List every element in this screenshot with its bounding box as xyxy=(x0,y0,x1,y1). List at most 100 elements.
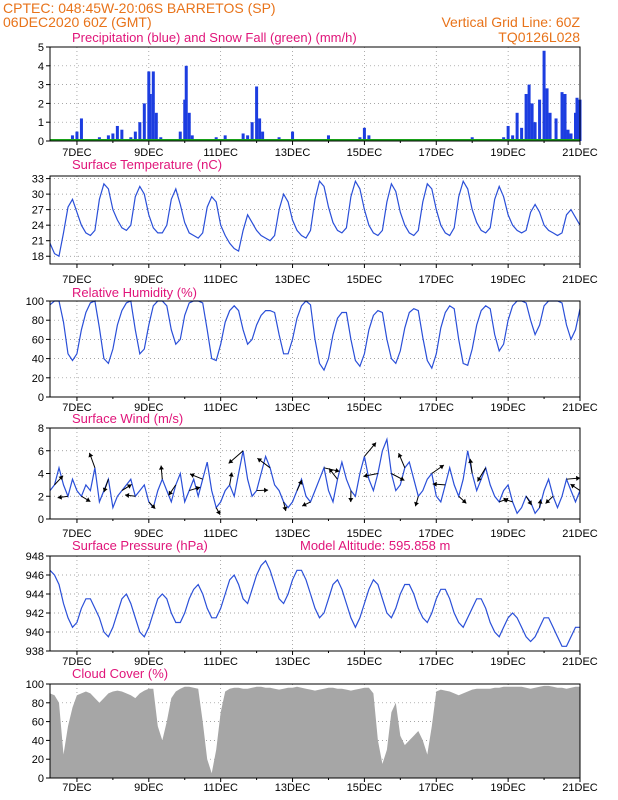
wind-vector-head xyxy=(168,490,174,496)
wind-vector-head xyxy=(414,501,419,507)
precip-bar xyxy=(120,129,124,141)
x-tick-label: 17DEC xyxy=(419,402,455,414)
wind-vector-head xyxy=(545,498,551,504)
panel-title: Surface Pressure (hPa) xyxy=(72,538,208,553)
precip-bar xyxy=(115,125,119,141)
precip-bar xyxy=(527,84,531,141)
precip-bar xyxy=(538,99,542,141)
wind-vector-head xyxy=(125,492,130,498)
panel-2: Relative Humidity (%) 0 20 40 60 80 100 7DEC 9DE… xyxy=(26,285,598,414)
panel-5: Cloud Cover (%) 0 20 40 60 80 100 7DEC 9DEC 11DEC… xyxy=(26,666,598,794)
x-tick-label: 17DEC xyxy=(419,147,455,159)
y-tick-label: 938 xyxy=(26,646,44,658)
wind-vector-head xyxy=(57,494,62,500)
panel-title: Relative Humidity (%) xyxy=(72,285,197,300)
wind-vector-head xyxy=(439,465,444,470)
x-tick-label: 19DEC xyxy=(490,782,526,794)
precip-bar xyxy=(250,122,254,141)
precip-bar xyxy=(554,118,558,141)
y-tick-label: 80 xyxy=(32,698,44,710)
wind-vector-head xyxy=(371,442,377,448)
panel-frame xyxy=(49,555,581,652)
wind-vector-head xyxy=(282,506,288,511)
y-tick-label: 80 xyxy=(32,315,44,327)
precip-bar xyxy=(138,122,142,141)
x-tick-label: 7DEC xyxy=(62,147,91,159)
x-tick-label: 11DEC xyxy=(203,402,238,414)
panel-frame xyxy=(49,427,581,520)
panel-title: Surface Temperature (nC) xyxy=(72,157,222,172)
precip-bar xyxy=(530,103,534,141)
precip-bar xyxy=(79,118,83,141)
x-tick-label: 13DEC xyxy=(275,402,311,414)
x-tick-label: 11DEC xyxy=(203,782,238,794)
precip-bar xyxy=(151,71,155,141)
y-tick-label: 24 xyxy=(32,220,44,232)
header-model-id: TQ0126L028 xyxy=(498,29,580,45)
panel-frame xyxy=(49,300,581,398)
panel-1: Surface Temperature (nC) 18 21 24 27 30 33 7DEC… xyxy=(32,157,598,286)
y-tick-label: 27 xyxy=(32,205,44,217)
wind-vector-head xyxy=(503,497,509,503)
x-tick-label: 11DEC xyxy=(203,147,238,159)
panel-frame xyxy=(49,683,581,779)
wind-vector-head xyxy=(195,485,201,491)
x-tick-label: 15DEC xyxy=(347,402,383,414)
y-tick-label: 5 xyxy=(38,42,44,54)
wind-vector-head xyxy=(257,458,263,463)
wind-vector-head xyxy=(399,476,405,481)
precip-bar xyxy=(566,129,570,141)
wind-vector-head xyxy=(302,502,307,507)
wind-vector-head xyxy=(190,473,195,478)
precip-bar xyxy=(106,135,110,141)
x-tick-label: 13DEC xyxy=(275,782,311,794)
x-tick-label: 21DEC xyxy=(562,782,598,794)
series-line xyxy=(49,559,580,647)
series-line xyxy=(49,179,581,258)
precip-bar xyxy=(524,94,528,141)
y-tick-label: 946 xyxy=(26,570,44,582)
x-tick-label: 17DEC xyxy=(419,656,455,668)
y-tick-label: 100 xyxy=(26,296,44,308)
x-tick-label: 21DEC xyxy=(562,147,598,159)
x-tick-label: 11DEC xyxy=(203,274,238,286)
x-tick-label: 15DEC xyxy=(347,656,383,668)
panel-frame xyxy=(49,175,581,265)
wind-vector-head xyxy=(216,510,221,515)
y-tick-label: 0 xyxy=(38,392,44,404)
y-tick-label: 0 xyxy=(38,136,44,148)
wind-vector-head xyxy=(85,497,91,502)
y-tick-label: 21 xyxy=(32,236,44,248)
y-tick-label: 2 xyxy=(38,491,44,503)
wind-vector-head xyxy=(335,468,340,473)
x-tick-label: 15DEC xyxy=(347,147,383,159)
precip-bar xyxy=(246,135,250,141)
wind-vector-head xyxy=(363,473,368,479)
wind-vector-head xyxy=(432,481,437,487)
wind-vector-head xyxy=(58,475,64,481)
y-tick-label: 100 xyxy=(26,679,44,691)
precip-bar xyxy=(184,65,188,141)
precip-bar xyxy=(569,133,573,141)
wind-vector-head xyxy=(329,468,334,474)
wind-vector-head xyxy=(158,465,164,470)
precip-bar xyxy=(367,135,371,141)
y-tick-label: 40 xyxy=(32,354,44,366)
precip-bar xyxy=(190,135,194,141)
x-tick-label: 19DEC xyxy=(490,147,526,159)
y-tick-label: 4 xyxy=(38,61,44,73)
x-tick-label: 15DEC xyxy=(347,782,383,794)
x-tick-label: 13DEC xyxy=(275,656,311,668)
y-tick-label: 944 xyxy=(26,589,44,601)
precip-bar xyxy=(142,103,146,141)
wind-vector-head xyxy=(150,504,156,509)
precip-bar xyxy=(511,135,515,141)
x-tick-label: 7DEC xyxy=(62,528,91,540)
precip-bar xyxy=(362,127,366,141)
wind-vector-head xyxy=(527,500,532,506)
y-tick-label: 942 xyxy=(26,608,44,620)
precip-bar xyxy=(241,133,245,141)
y-tick-label: 60 xyxy=(32,717,44,729)
y-tick-label: 20 xyxy=(32,754,44,766)
precip-bar xyxy=(70,135,74,141)
